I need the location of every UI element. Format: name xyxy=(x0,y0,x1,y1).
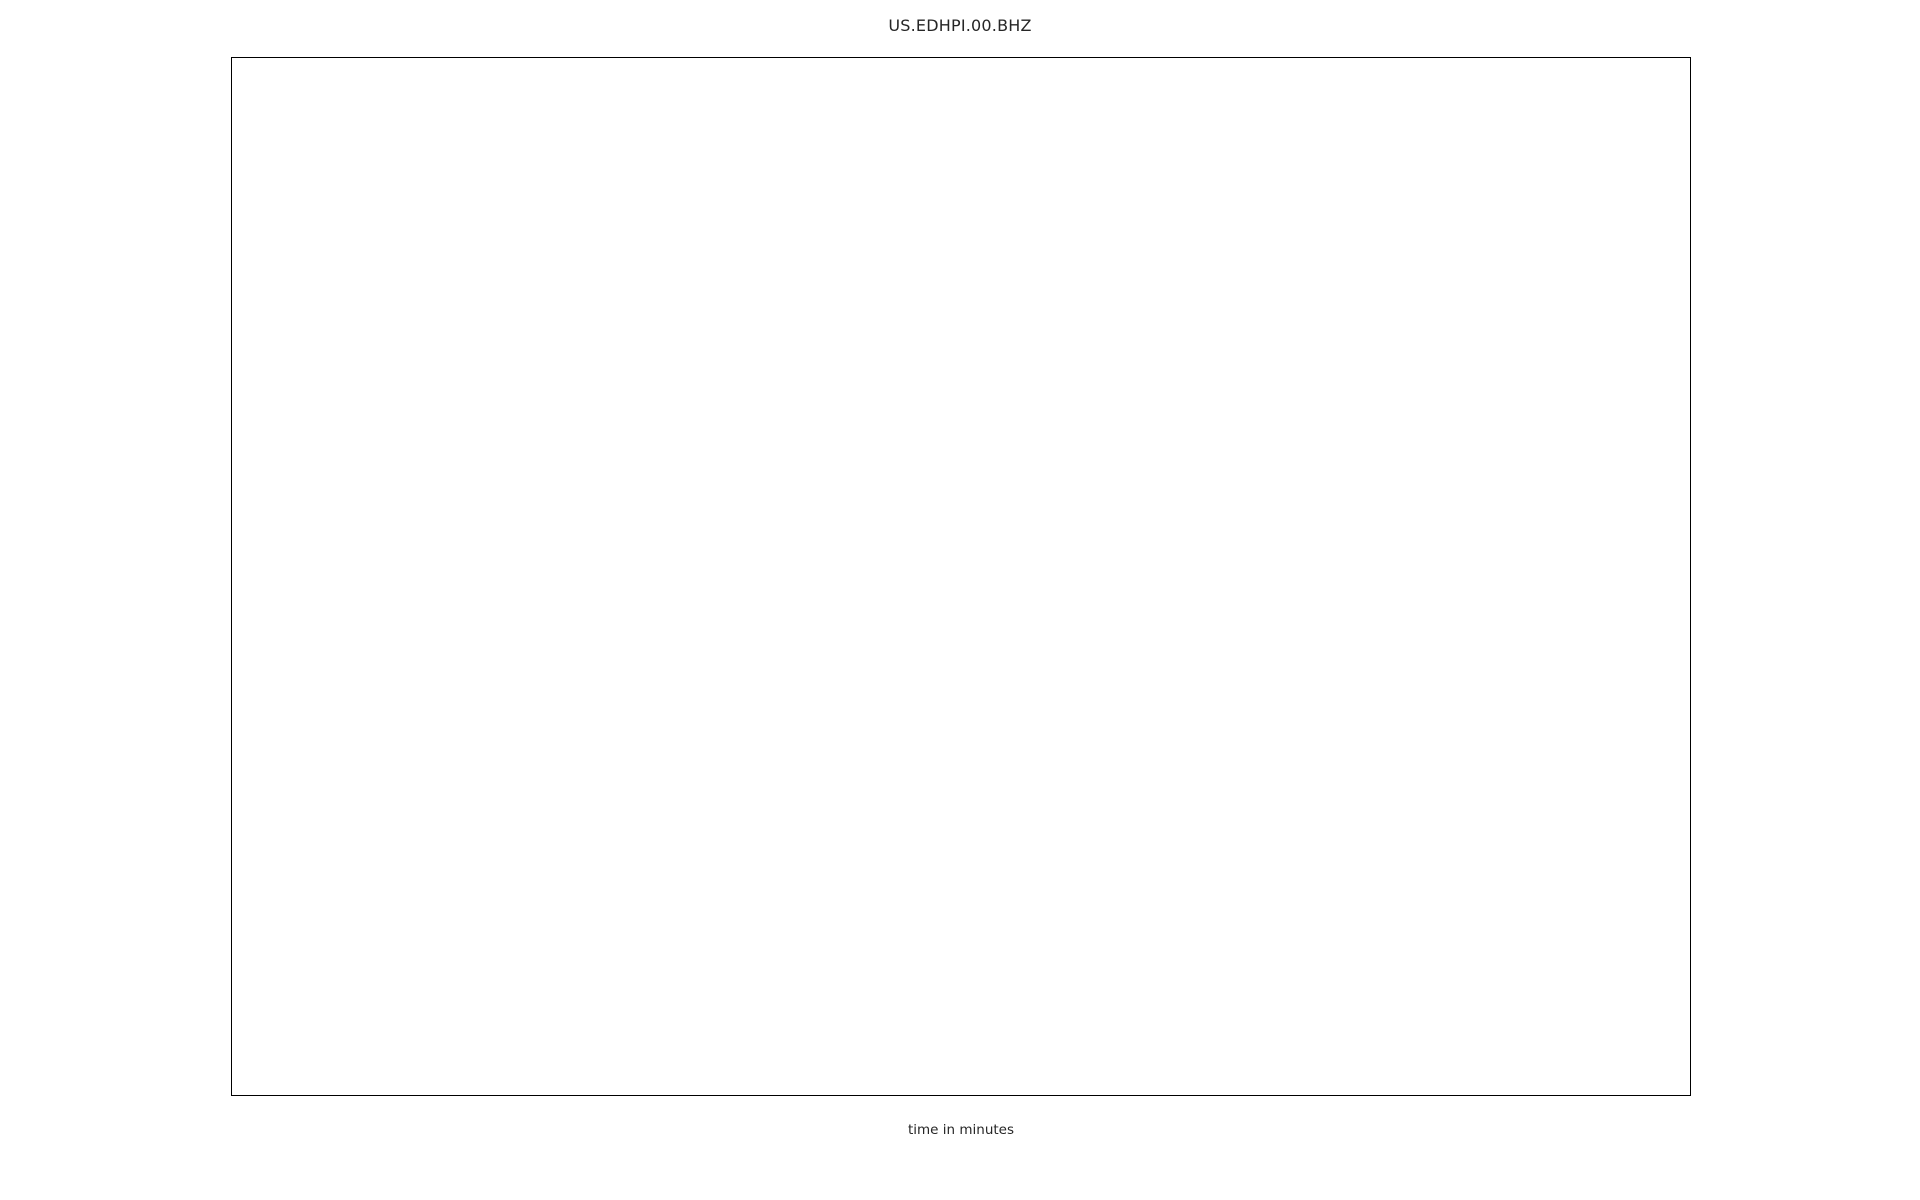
y-axis-tick-layer xyxy=(0,0,231,1039)
plot-axes xyxy=(231,57,1691,1096)
page-title: US.EDHPI.00.BHZ xyxy=(888,16,1032,35)
x-axis-label: time in minutes xyxy=(907,1122,1015,1138)
plot-area xyxy=(232,58,1690,1095)
